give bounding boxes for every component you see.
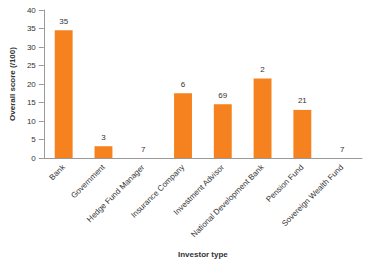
svg-text:15: 15 [27, 98, 36, 107]
svg-text:40: 40 [27, 6, 36, 15]
svg-text:Sovereign Wealth Fund: Sovereign Wealth Fund [280, 163, 345, 228]
svg-text:30: 30 [27, 43, 36, 52]
svg-text:Investor type: Investor type [178, 250, 228, 259]
svg-text:Investment Advisor: Investment Advisor [171, 162, 226, 217]
svg-text:20: 20 [27, 80, 36, 89]
svg-text:Bank: Bank [48, 163, 67, 182]
svg-text:6: 6 [181, 80, 186, 89]
svg-text:35: 35 [27, 24, 36, 33]
svg-text:0: 0 [31, 154, 36, 163]
svg-text:Pension Fund: Pension Fund [264, 163, 305, 204]
svg-text:Hedge Fund Manager: Hedge Fund Manager [85, 162, 147, 225]
svg-text:Government: Government [69, 162, 107, 200]
svg-text:69: 69 [218, 91, 227, 100]
svg-text:Insurance Company: Insurance Company [129, 162, 187, 220]
svg-text:3: 3 [101, 133, 106, 142]
svg-text:Overall score (/100): Overall score (/100) [8, 47, 17, 121]
svg-text:7: 7 [141, 145, 146, 154]
svg-text:25: 25 [27, 61, 36, 70]
svg-text:35: 35 [59, 17, 68, 26]
svg-text:21: 21 [298, 96, 307, 105]
svg-text:5: 5 [31, 135, 36, 144]
svg-text:National Development Bank: National Development Bank [189, 163, 265, 239]
svg-text:7: 7 [340, 145, 345, 154]
svg-text:10: 10 [27, 117, 36, 126]
svg-text:2: 2 [260, 65, 265, 74]
